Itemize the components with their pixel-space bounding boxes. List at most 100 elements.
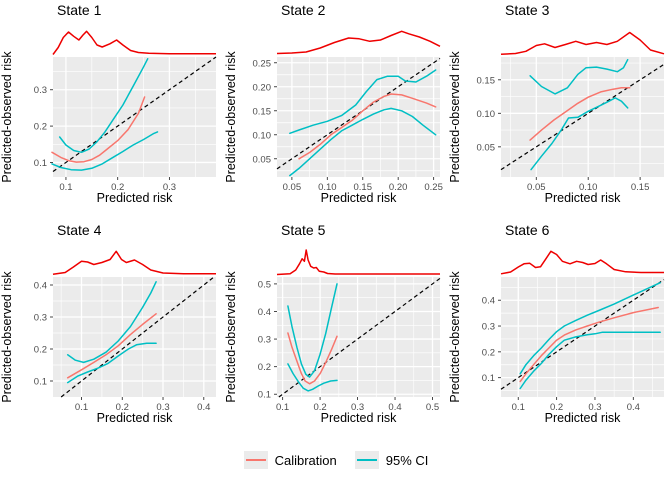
x-tick-label: 0.1 <box>59 182 72 193</box>
x-axis-label: Predicted risk <box>321 411 397 425</box>
facet-state-2: 0.05 0.10 0.15 0.20 0.25 0.05 0.10 0.15 0.20 0.25… <box>224 2 443 205</box>
ci-line <box>58 58 149 154</box>
y-tick-label: 0.5 <box>258 279 271 290</box>
y-tick-label: 0.3 <box>34 313 47 324</box>
density-curve <box>276 249 440 276</box>
ci-line <box>287 283 338 378</box>
x-tick-label: 0.2 <box>550 402 563 413</box>
y-tick-label: 0.10 <box>253 130 272 141</box>
y-tick-label: 0.2 <box>34 122 47 133</box>
y-tick-label: 0.1 <box>482 373 495 384</box>
x-tick-label: 0.1 <box>276 402 289 413</box>
identity-line <box>278 277 441 398</box>
x-tick-label: 0.3 <box>351 402 364 413</box>
facet-state-1: 0.1 0.2 0.3 0.1 0.2 0.3 State 1 Predicted risk P… <box>0 2 217 205</box>
x-tick-label: 0.15 <box>631 182 650 193</box>
y-tick-label: 0.15 <box>477 75 496 86</box>
x-axis-label: Predicted risk <box>97 411 173 425</box>
identity-line <box>500 63 665 171</box>
panel-background <box>501 57 664 177</box>
legend-item-ci: 95% CI <box>354 451 428 469</box>
x-axis-label: Predicted risk <box>321 191 397 205</box>
y-tick-label: 0.10 <box>477 109 496 120</box>
y-tick-label: 0.05 <box>253 154 272 165</box>
ci-line <box>66 342 157 384</box>
facet-state-5: 0.1 0.2 0.3 0.4 0.5 0.1 0.2 0.3 0.4 0.5 State 5 Pre… <box>224 222 441 425</box>
y-axis-label: Predicted-observed risk <box>448 271 462 403</box>
y-tick-label: 0.3 <box>258 335 271 346</box>
facet-state-6: 0.1 0.2 0.3 0.4 0.1 0.2 0.3 0.4 State 6 Predicted… <box>448 222 665 425</box>
facet-title: State 2 <box>281 2 326 18</box>
panel-background <box>277 277 440 397</box>
ci-line <box>529 58 629 95</box>
ci-line <box>289 107 437 177</box>
x-tick-label: 0.25 <box>424 182 443 193</box>
legend: Calibration 95% CI <box>0 440 672 480</box>
y-tick-label: 0.4 <box>482 296 495 307</box>
legend-label-calibration: Calibration <box>274 452 337 468</box>
y-tick-label: 0.20 <box>253 82 272 93</box>
legend-item-calibration: Calibration <box>243 451 337 469</box>
x-tick-label: 0.4 <box>388 402 401 413</box>
ci-line-key-icon <box>354 451 379 469</box>
y-tick-label: 0.15 <box>253 106 272 117</box>
y-axis-label: Predicted-observed risk <box>224 271 238 403</box>
y-tick-label: 0.2 <box>258 362 271 373</box>
calibration-line <box>51 96 146 163</box>
x-tick-label: 0.4 <box>627 402 640 413</box>
x-tick-label: 0.2 <box>111 182 124 193</box>
calibration-line <box>529 87 631 141</box>
panel-background <box>53 277 216 397</box>
x-axis-label: Predicted risk <box>545 411 621 425</box>
ci-line <box>287 363 338 392</box>
ci-line <box>66 281 157 364</box>
y-tick-label: 0.2 <box>34 345 47 356</box>
facet-state-3: 0.05 0.10 0.15 0.05 0.10 0.15 State 3 Predicted… <box>448 2 665 205</box>
identity-line <box>60 276 215 398</box>
calibration-line <box>287 332 338 385</box>
ci-line <box>289 69 437 135</box>
density-curve <box>500 31 665 56</box>
calibration-line <box>298 93 437 160</box>
x-tick-label: 0.2 <box>116 402 129 413</box>
y-axis-label: Predicted-observed risk <box>0 51 14 183</box>
y-tick-label: 0.4 <box>258 307 271 318</box>
density-curve <box>276 30 441 55</box>
y-tick-label: 0.1 <box>34 377 47 388</box>
density-curve <box>52 30 216 55</box>
x-tick-label: 0.3 <box>588 402 601 413</box>
x-axis-label: Predicted risk <box>97 191 173 205</box>
y-tick-label: 0.05 <box>477 142 496 153</box>
ci-line <box>519 331 661 390</box>
facet-title: State 4 <box>57 222 102 238</box>
y-tick-label: 0.3 <box>34 85 47 96</box>
y-tick-label: 0.2 <box>482 347 495 358</box>
density-curve <box>52 250 216 276</box>
panel-background <box>53 57 216 177</box>
calibration-line-key-icon <box>243 451 268 469</box>
x-tick-label: 0.5 <box>426 402 439 413</box>
y-tick-label: 0.3 <box>482 322 495 333</box>
x-tick-label: 0.4 <box>197 402 210 413</box>
facet-state-4: 0.1 0.2 0.3 0.4 0.1 0.2 0.3 0.4 State 4 Predicted… <box>0 222 216 425</box>
y-tick-label: 0.25 <box>253 58 272 69</box>
x-tick-label: 0.15 <box>354 182 373 193</box>
y-tick-label: 0.1 <box>34 158 47 169</box>
facet-title: State 6 <box>505 222 550 238</box>
ci-line <box>51 131 159 171</box>
calibration-line <box>519 306 659 383</box>
panel-background <box>501 277 664 397</box>
y-axis-label: Predicted-observed risk <box>224 51 238 183</box>
x-tick-label: 0.05 <box>283 182 302 193</box>
x-tick-label: 0.20 <box>389 182 408 193</box>
x-tick-label: 0.10 <box>318 182 337 193</box>
density-curve <box>500 250 664 275</box>
y-axis-label: Predicted-observed risk <box>0 271 14 403</box>
calibration-line <box>66 313 157 379</box>
x-tick-label: 0.05 <box>527 182 546 193</box>
x-tick-label: 0.1 <box>75 402 88 413</box>
facet-title: State 5 <box>281 222 326 238</box>
x-axis-label: Predicted risk <box>545 191 621 205</box>
ci-line <box>519 281 661 375</box>
